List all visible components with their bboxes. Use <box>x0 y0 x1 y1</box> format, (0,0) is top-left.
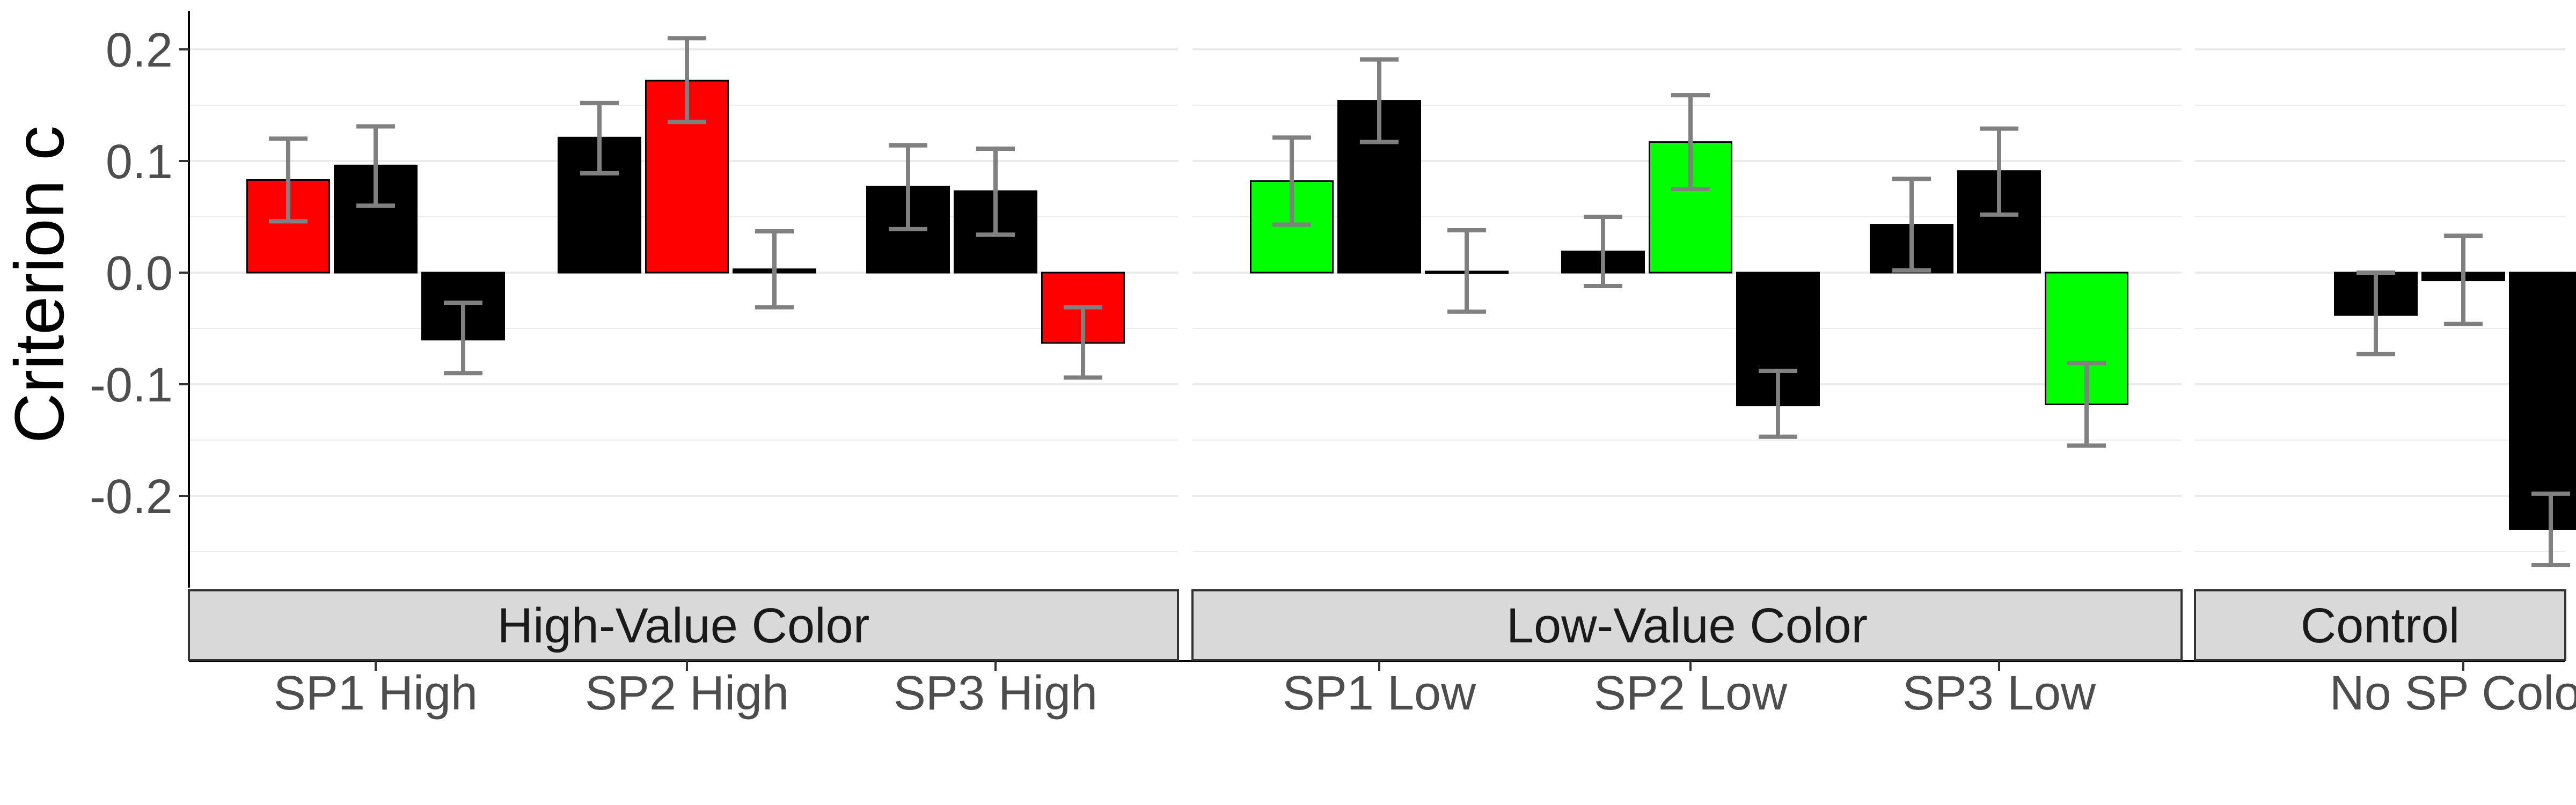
facet-strip-label: High-Value Color <box>497 598 870 653</box>
y-tick-label: 0.2 <box>106 24 173 77</box>
y-tick-label: -0.1 <box>90 358 173 412</box>
x-category-label: SP2 Low <box>1594 667 1788 720</box>
x-category-label: No SP Color <box>2330 667 2576 720</box>
x-category-label: SP1 Low <box>1283 667 1476 720</box>
y-axis-title: Criterion c <box>0 126 78 443</box>
facet-strip-label: Low-Value Color <box>1506 598 1868 653</box>
y-tick-label: 0.1 <box>106 135 173 189</box>
facet-strip-label: Control <box>2301 598 2460 653</box>
x-category-label: SP3 Low <box>1902 667 2096 720</box>
y-tick-labels: 0.2 0.1 0.0 -0.1 -0.2 <box>90 24 189 524</box>
facet-strips: High-Value Color Low-Value Color Control <box>188 589 2566 661</box>
error-bars <box>269 36 2570 567</box>
bars <box>246 79 2576 530</box>
bar <box>2509 272 2576 530</box>
x-category-label: SP3 High <box>894 667 1097 720</box>
x-category-label: SP2 High <box>585 667 789 720</box>
x-category-labels: SP1 High SP2 High SP3 High SP1 Low SP2 Low SP… <box>274 661 2576 720</box>
facet-strip <box>1191 589 2183 661</box>
facet-strip <box>188 589 1179 661</box>
y-tick-label: -0.2 <box>90 470 173 524</box>
x-category-label: SP1 High <box>274 667 478 720</box>
facet-strip <box>2194 589 2566 661</box>
y-tick-label: 0.0 <box>106 247 173 301</box>
